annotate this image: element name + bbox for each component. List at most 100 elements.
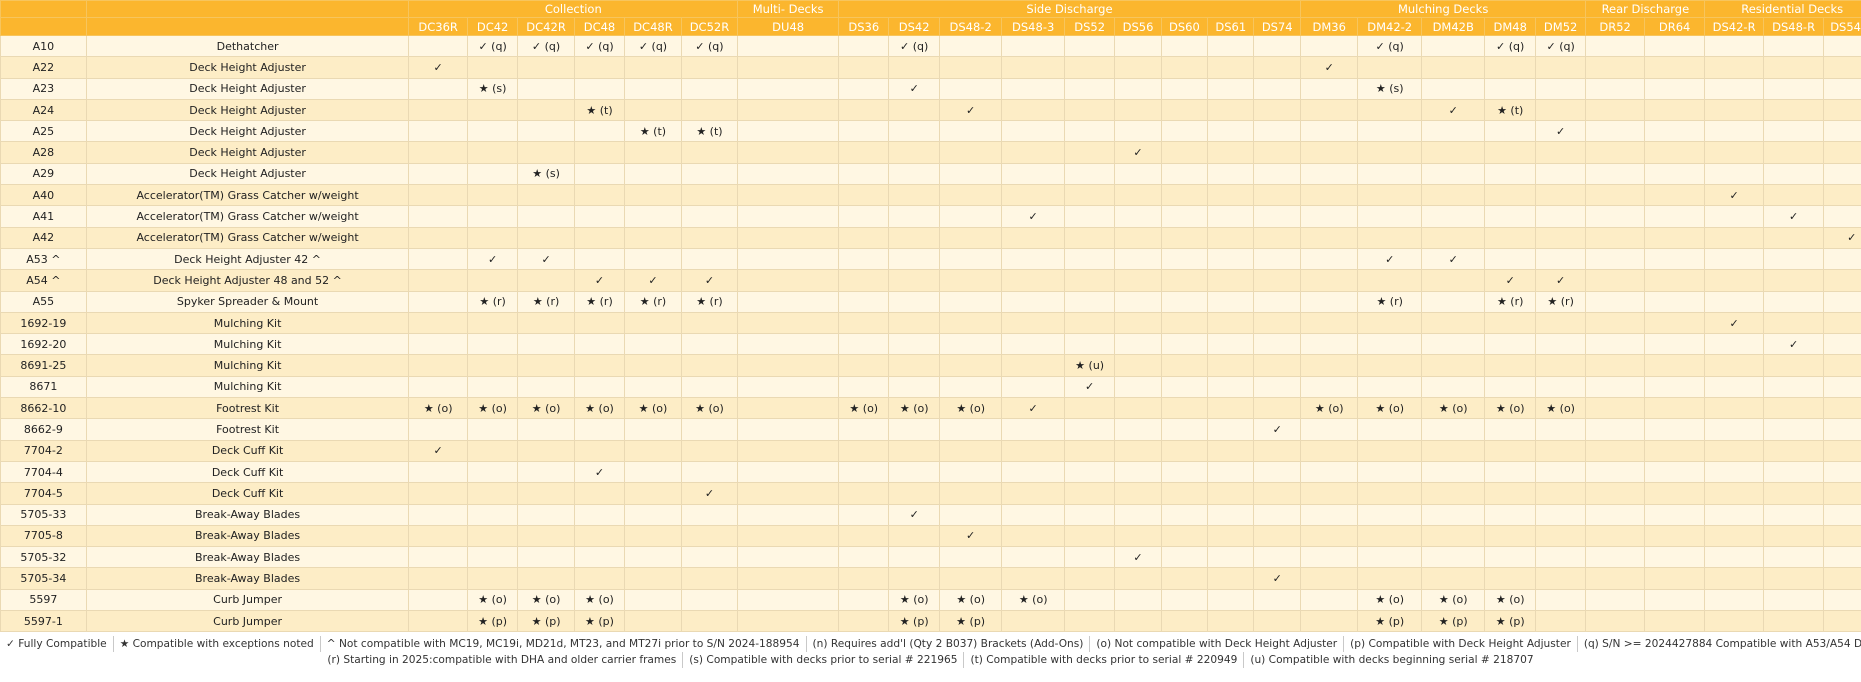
compat-cell-ds56 — [1114, 354, 1162, 377]
compat-cell-dc52r — [680, 333, 739, 356]
compat-cell-ds52 — [1063, 333, 1116, 356]
compat-cell-ds74 — [1253, 184, 1301, 207]
part-number: A29 — [0, 162, 87, 186]
compat-cell-dm52 — [1534, 482, 1587, 505]
compat-cell-dm36 — [1299, 482, 1359, 505]
compat-cell-ds42-r — [1704, 418, 1764, 441]
compat-cell-dm36 — [1299, 120, 1359, 143]
compat-cell-dm36 — [1299, 34, 1359, 58]
compat-cell-dm42b — [1420, 56, 1486, 79]
compat-cell-dr64 — [1643, 482, 1706, 505]
compat-cell-du48 — [737, 77, 840, 100]
compat-cell-ds48-3 — [1001, 418, 1065, 441]
compat-cell-ds54-r — [1823, 567, 1861, 590]
part-number: A24 — [0, 98, 87, 122]
compat-cell-dc48r — [624, 162, 682, 186]
compat-cell-dc42r — [517, 184, 575, 207]
compat-cell-dc52r — [680, 375, 739, 399]
compat-cell-ds56 — [1114, 56, 1162, 79]
compat-cell-ds60 — [1160, 162, 1209, 186]
compat-cell-dm36 — [1299, 546, 1359, 569]
compat-cell-dc42 — [466, 311, 519, 335]
compat-cell-ds56 — [1114, 482, 1162, 505]
compat-cell-dm52 — [1534, 247, 1587, 271]
compat-cell-ds42-r — [1704, 439, 1764, 462]
compat-cell-ds48-2 — [938, 460, 1003, 484]
compat-cell-dm52 — [1534, 333, 1587, 356]
compat-cell-ds60 — [1160, 290, 1209, 313]
compat-cell-ds54-r — [1823, 524, 1861, 548]
compat-cell-dr64 — [1643, 269, 1706, 292]
compat-cell-dm52 — [1534, 141, 1587, 164]
compat-cell-dr52 — [1585, 588, 1645, 612]
compat-cell-ds56 — [1114, 333, 1162, 356]
compat-cell-ds54-r — [1823, 333, 1861, 356]
compat-cell-ds60 — [1160, 546, 1209, 569]
part-name: Curb Jumper — [85, 610, 410, 633]
compat-cell-ds61 — [1207, 77, 1255, 100]
compat-cell-ds52 — [1063, 588, 1116, 612]
compat-cell-dm36 — [1299, 311, 1359, 335]
part-number: 8691-25 — [0, 354, 87, 377]
compat-cell-ds48-3: ★ (o) — [1001, 588, 1065, 612]
deck-group-header-row: Collection Multi- Decks Side Discharge Mulc… — [0, 0, 1861, 18]
model-header-dm36: DM36 — [1299, 17, 1359, 36]
compat-cell-dm48 — [1484, 247, 1536, 271]
compat-cell-dc48r: ✓ — [624, 269, 682, 292]
compat-cell-dc48 — [573, 418, 626, 441]
model-header-ds54-r: DS54-R — [1823, 17, 1861, 36]
compat-cell-dr52 — [1585, 98, 1645, 122]
compat-cell-du48 — [737, 98, 840, 122]
compat-cell-dc52r — [680, 184, 739, 207]
compat-cell-ds60 — [1160, 120, 1209, 143]
part-name: Spyker Spreader & Mount — [85, 290, 410, 313]
compat-cell-ds36 — [838, 567, 890, 590]
compat-cell-ds61 — [1207, 503, 1255, 526]
compat-cell-ds56 — [1114, 77, 1162, 100]
compat-cell-ds42 — [888, 482, 940, 505]
compat-cell-ds56 — [1114, 610, 1162, 633]
compat-cell-dm42-2 — [1357, 482, 1422, 505]
compat-cell-dc52r: ★ (t) — [680, 120, 739, 143]
compat-cell-dm52 — [1534, 354, 1587, 377]
model-header-dc52r: DC52R — [680, 17, 739, 36]
compat-cell-dm36 — [1299, 524, 1359, 548]
compat-cell-dm36 — [1299, 141, 1359, 164]
compat-cell-dr52 — [1585, 205, 1645, 228]
compat-cell-ds74 — [1253, 98, 1301, 122]
compat-cell-dm52: ★ (r) — [1534, 290, 1587, 313]
compat-cell-ds61 — [1207, 460, 1255, 484]
table-row: A55 Spyker Spreader & Mount ★ (r) ★ (r) ★ (r… — [0, 290, 1861, 313]
compat-cell-ds61 — [1207, 482, 1255, 505]
compat-cell-ds36 — [838, 503, 890, 526]
compat-cell-ds48-2 — [938, 141, 1003, 164]
table-row: 1692-19 Mulching Kit ✓ — [0, 311, 1861, 335]
compat-cell-ds42-r — [1704, 460, 1764, 484]
legend-item: (n) Requires add'l (Qty 2 B037) Brackets… — [805, 636, 1090, 652]
compat-cell-dm36 — [1299, 77, 1359, 100]
compat-cell-dm42-2 — [1357, 546, 1422, 569]
compat-cell-dc52r — [680, 141, 739, 164]
compat-cell-du48 — [737, 56, 840, 79]
compat-cell-ds48-3 — [1001, 247, 1065, 271]
compat-cell-dm48 — [1484, 141, 1536, 164]
compat-cell-dm48 — [1484, 226, 1536, 249]
compat-cell-dc42r — [517, 120, 575, 143]
compat-cell-dc42r — [517, 439, 575, 462]
compat-cell-ds42: ✓ — [888, 503, 940, 526]
legend-item: (p) Compatible with Deck Height Adjuster — [1343, 636, 1577, 652]
compat-cell-ds74 — [1253, 205, 1301, 228]
compat-cell-dm48 — [1484, 546, 1536, 569]
compat-cell-ds52 — [1063, 162, 1116, 186]
compat-cell-ds42-r — [1704, 503, 1764, 526]
compat-cell-ds74 — [1253, 460, 1301, 484]
compat-cell-dc48 — [573, 482, 626, 505]
compat-cell-dc42r — [517, 567, 575, 590]
compat-cell-ds61 — [1207, 439, 1255, 462]
compat-cell-dc48 — [573, 311, 626, 335]
part-number: A42 — [0, 226, 87, 249]
compat-cell-ds52 — [1063, 290, 1116, 313]
compat-cell-dc48r — [624, 56, 682, 79]
part-name: Footrest Kit — [85, 397, 410, 420]
compat-cell-dm42-2 — [1357, 333, 1422, 356]
